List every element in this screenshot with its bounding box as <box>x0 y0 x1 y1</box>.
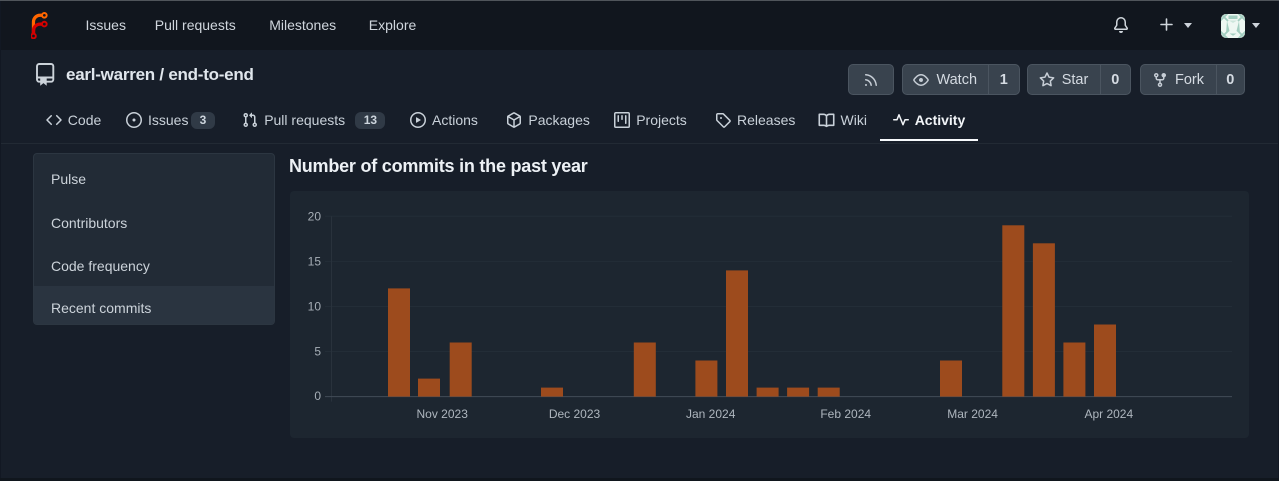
svg-text:Dec 2023: Dec 2023 <box>549 407 601 421</box>
svg-text:Mar 2024: Mar 2024 <box>947 407 998 421</box>
svg-text:15: 15 <box>308 254 322 268</box>
svg-text:Apr 2024: Apr 2024 <box>1084 407 1133 421</box>
svg-text:10: 10 <box>308 300 322 314</box>
svg-text:0: 0 <box>314 389 321 403</box>
svg-text:Jan 2024: Jan 2024 <box>686 407 736 421</box>
svg-text:5: 5 <box>314 345 321 359</box>
svg-text:Nov 2023: Nov 2023 <box>417 407 469 421</box>
svg-text:Feb 2024: Feb 2024 <box>820 407 871 421</box>
svg-text:20: 20 <box>308 209 322 223</box>
